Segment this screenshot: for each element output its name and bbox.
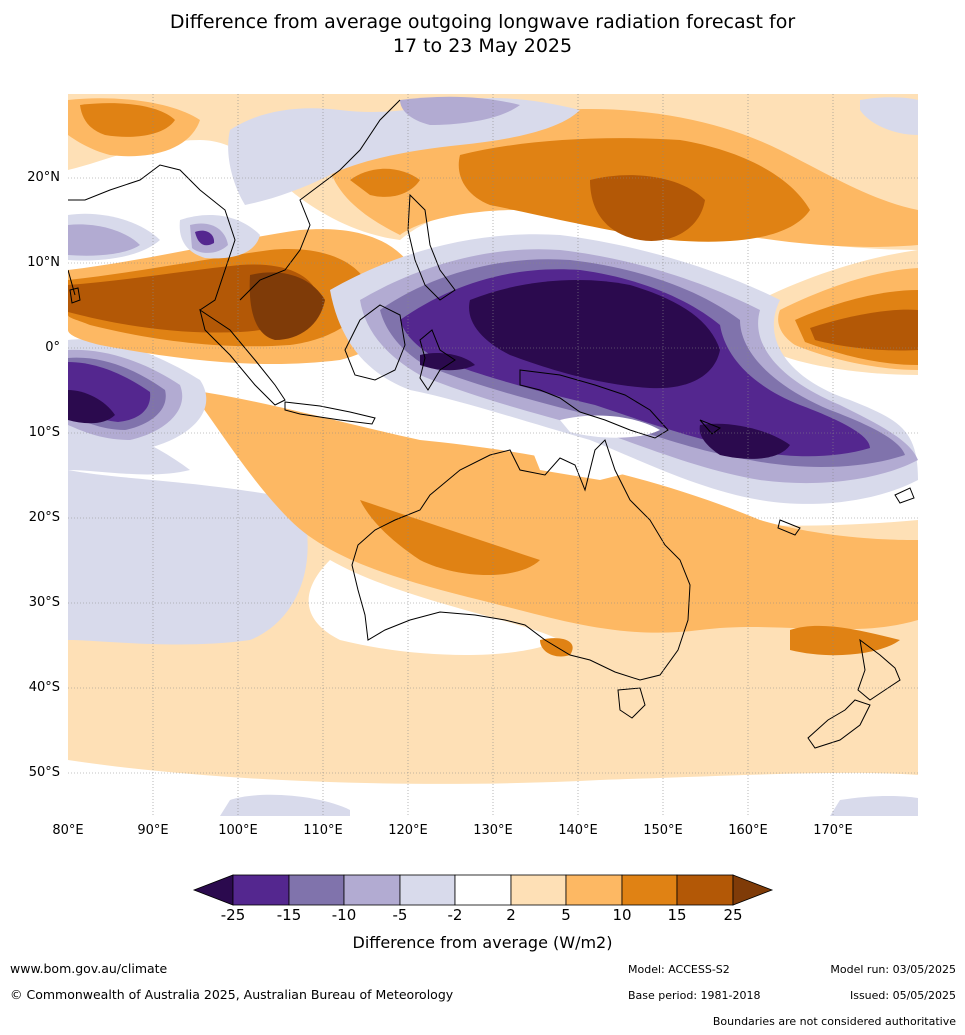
footer-issued: Issued: 05/05/2025: [849, 989, 956, 1002]
lon-label-110e: 110°E: [303, 823, 343, 838]
lon-label-160e: 160°E: [728, 823, 768, 838]
colorbar-tick: -15: [276, 906, 302, 924]
footer-copyright: © Commonwealth of Australia 2025, Austra…: [10, 987, 454, 1002]
colorbar-swatch-minus5-minus2: [399, 874, 456, 906]
lon-label-100e: 100°E: [218, 823, 258, 838]
lon-label-120e: 120°E: [388, 823, 428, 838]
lat-label-10n: 10°N: [27, 255, 60, 270]
colorbar-tick: -5: [392, 906, 408, 924]
colorbar-tick: -2: [447, 906, 463, 924]
map-title-line2: 17 to 23 May 2025: [392, 35, 573, 57]
graticule: [68, 94, 918, 816]
colorbar-swatch-2-5: [510, 874, 567, 906]
footer-base-period: Base period: 1981-2018: [628, 989, 761, 1002]
coastlines: [68, 99, 915, 749]
colorbar-tick: -25: [220, 906, 246, 924]
footer-url[interactable]: www.bom.gov.au/climate: [10, 961, 168, 976]
colorbar-tick: 5: [561, 906, 571, 924]
lon-label-170e: 170°E: [813, 823, 853, 838]
colorbar-swatch-gt-25: [732, 874, 774, 906]
colorbar-swatch-15-25: [676, 874, 734, 906]
lon-label-80e: 80°E: [52, 823, 84, 838]
lat-label-20n: 20°N: [27, 170, 60, 185]
lon-label-130e: 130°E: [473, 823, 513, 838]
colorbar-swatch-10-15: [621, 874, 678, 906]
colorbar-tick: -10: [331, 906, 357, 924]
lat-label-50s: 50°S: [28, 765, 60, 780]
lat-label-40s: 40°S: [28, 680, 60, 695]
lat-label-0: 0°: [45, 340, 60, 355]
colorbar-swatch-minus15-minus10: [288, 874, 345, 906]
lon-label-150e: 150°E: [643, 823, 683, 838]
lon-label-90e: 90°E: [137, 823, 169, 838]
colorbar: [192, 874, 774, 906]
colorbar-tick: 15: [667, 906, 687, 924]
footer-model: Model: ACCESS-S2: [628, 963, 730, 976]
lon-label-140e: 140°E: [558, 823, 598, 838]
colorbar-swatch-minus2-2: [454, 874, 512, 906]
colorbar-tick: 10: [612, 906, 632, 924]
colorbar-swatch-minus25-minus15: [232, 874, 290, 906]
colorbar-swatch-lt-minus25: [192, 874, 234, 906]
footer-model-run: Model run: 03/05/2025: [830, 963, 956, 976]
colorbar-swatch-5-10: [565, 874, 623, 906]
colorbar-swatch-minus10-minus5: [343, 874, 401, 906]
colorbar-label: Difference from average (W/m2): [352, 933, 613, 952]
lat-label-30s: 30°S: [28, 595, 60, 610]
map-title-line1: Difference from average outgoing longwav…: [169, 11, 796, 33]
lat-label-10s: 10°S: [28, 425, 60, 440]
lat-label-20s: 20°S: [28, 510, 60, 525]
colorbar-tick: 25: [723, 906, 743, 924]
footer-disclaimer: Boundaries are not considered authoritat…: [712, 1015, 956, 1028]
colorbar-tick: 2: [506, 906, 516, 924]
